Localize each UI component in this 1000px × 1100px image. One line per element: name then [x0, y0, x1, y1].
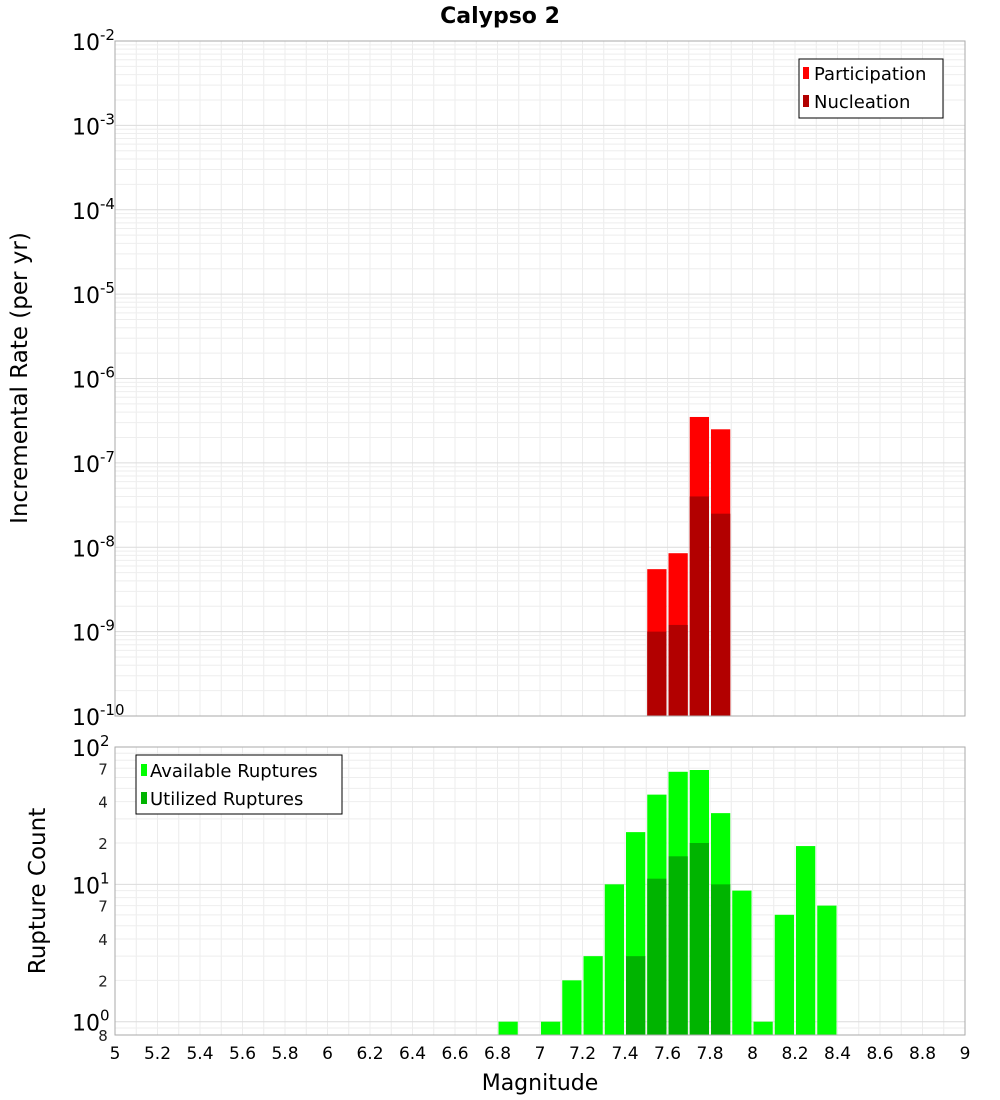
top-bar-series2 — [668, 624, 688, 716]
bottom-bar-series1 — [753, 1021, 773, 1035]
legend-label-participation: Participation — [814, 64, 926, 85]
bottom-y-tick-label: 100 — [72, 1007, 110, 1037]
bottom-y-minor-label: 2 — [98, 972, 108, 990]
x-tick-label: 6 — [322, 1044, 333, 1064]
top-legend-box — [798, 58, 944, 119]
bottom-bar-series2 — [668, 856, 688, 1035]
legend-label-available: Available Ruptures — [150, 761, 318, 782]
x-axis-label: Magnitude — [482, 1071, 599, 1096]
top-y-tick-labels: 10-2 10-3 10-4 10-5 10-6 10-7 10-8 10-9 10-10 — [72, 26, 125, 731]
x-tick-label: 5.6 — [229, 1044, 256, 1064]
bottom-bar-series2 — [689, 843, 709, 1035]
legend-label-utilized: Utilized Ruptures — [150, 789, 303, 810]
bottom-bars — [498, 770, 837, 1035]
x-tick-label: 6.2 — [356, 1044, 383, 1064]
legend-label-nucleation: Nucleation — [814, 92, 910, 113]
top-y-tick-label: 10-10 — [72, 701, 125, 731]
x-tick-label: 8 — [747, 1044, 758, 1064]
legend-swatch-utilized — [141, 792, 147, 804]
bottom-plot-frame — [114, 746, 966, 1036]
x-tick-label: 6.6 — [441, 1044, 468, 1064]
top-y-tick-label: 10-9 — [72, 617, 115, 647]
x-tick-label: 7 — [535, 1044, 546, 1064]
bottom-bar-series2 — [647, 878, 667, 1035]
bottom-bar-series1 — [796, 846, 816, 1035]
x-tick-label: 5.8 — [271, 1044, 298, 1064]
top-y-tick-label: 10-6 — [72, 364, 115, 394]
x-tick-label: 6.4 — [399, 1044, 426, 1064]
top-grid — [115, 41, 965, 716]
bottom-bar-series1 — [774, 914, 794, 1035]
top-plot-frame — [114, 40, 966, 717]
top-y-tick-label: 10-2 — [72, 26, 115, 56]
x-tick-label: 5.2 — [144, 1044, 171, 1064]
legend-swatch-nucleation — [803, 95, 809, 107]
bottom-y-minor-label: 4 — [98, 931, 108, 949]
bottom-bar-series2 — [711, 884, 731, 1035]
x-tick-label: 8.6 — [866, 1044, 893, 1064]
x-tick-label: 5 — [110, 1044, 121, 1064]
top-y-axis-label: Incremental Rate (per yr) — [7, 232, 33, 524]
bottom-y-tick-labels: 102 101 100 7 4 2 7 4 2 8 — [72, 732, 110, 1045]
x-tick-label: 7.6 — [654, 1044, 681, 1064]
x-tick-label: 7.4 — [611, 1044, 638, 1064]
bottom-bar-series2 — [626, 956, 646, 1035]
x-tick-label: 6.8 — [484, 1044, 511, 1064]
bottom-y-minor-label: 7 — [98, 760, 108, 778]
x-tick-labels: 5 5.2 5.4 5.6 5.8 6 6.2 6.4 6.6 6.8 7 7.2 7.4 7.6 7.8 8… — [110, 1044, 971, 1064]
bottom-bar-series1 — [604, 884, 624, 1035]
bottom-y-minor-label: 8 — [98, 1027, 108, 1045]
legend-swatch-available — [141, 764, 147, 776]
bottom-y-tick-label: 102 — [72, 732, 110, 762]
bottom-y-minor-label: 2 — [98, 835, 108, 853]
x-tick-label: 8.4 — [824, 1044, 851, 1064]
top-y-tick-label: 10-7 — [72, 448, 115, 478]
top-bar-series2 — [711, 513, 731, 716]
bottom-y-axis-label: Rupture Count — [25, 808, 51, 974]
bottom-y-minor-label: 4 — [98, 794, 108, 812]
bottom-bar-series1 — [562, 980, 582, 1035]
bottom-bar-series1 — [583, 956, 603, 1035]
bottom-bar-series1 — [541, 1021, 561, 1035]
top-bar-series2 — [689, 496, 709, 716]
x-tick-label: 5.4 — [186, 1044, 213, 1064]
chart-title: Calypso 2 — [440, 4, 560, 29]
x-tick-label: 7.2 — [569, 1044, 596, 1064]
top-y-tick-label: 10-3 — [72, 110, 115, 140]
bottom-legend-box — [135, 754, 343, 815]
top-bars — [647, 416, 731, 716]
top-y-tick-label: 10-8 — [72, 532, 115, 562]
x-tick-label: 9 — [960, 1044, 971, 1064]
x-tick-label: 7.8 — [696, 1044, 723, 1064]
bottom-bar-series1 — [732, 890, 752, 1035]
top-y-tick-label: 10-4 — [72, 195, 115, 225]
legend-swatch-participation — [803, 67, 809, 79]
bottom-legend: Available Ruptures Utilized Ruptures — [135, 754, 343, 815]
top-y-tick-label: 10-5 — [72, 279, 115, 309]
bottom-bar-series1 — [817, 905, 837, 1035]
x-tick-label: 8.8 — [909, 1044, 936, 1064]
bottom-y-tick-label: 101 — [72, 869, 110, 899]
bottom-y-minor-label: 7 — [98, 898, 108, 916]
bottom-panel: 102 101 100 7 4 2 7 4 2 8 Rupture Count Available… — [25, 732, 966, 1045]
x-tick-label: 8.2 — [781, 1044, 808, 1064]
top-bar-series2 — [647, 631, 667, 716]
bottom-bar-series1 — [498, 1021, 518, 1035]
top-legend: Participation Nucleation — [798, 58, 944, 119]
top-panel: 10-2 10-3 10-4 10-5 10-6 10-7 10-8 10-9 10-10 In… — [7, 26, 966, 731]
